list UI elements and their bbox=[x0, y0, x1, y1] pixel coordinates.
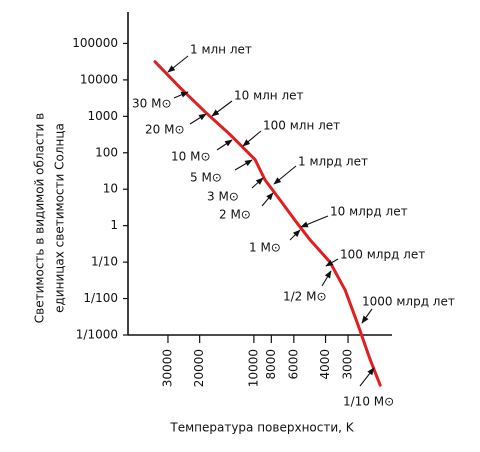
annotation: 20 M⊙ bbox=[145, 123, 185, 137]
y-tick-label: 100 bbox=[95, 145, 118, 159]
y-tick-label: 1/1000 bbox=[76, 328, 118, 342]
x-tick-label: 10000 bbox=[246, 349, 260, 387]
x-tick-label: 6000 bbox=[286, 349, 300, 380]
annotation: 10 M⊙ bbox=[171, 150, 211, 164]
annotation-arrow bbox=[289, 229, 301, 241]
annotation: 5 M⊙ bbox=[190, 171, 222, 185]
y-tick-label: 1/10 bbox=[91, 255, 118, 269]
annotation-arrow bbox=[216, 139, 233, 151]
x-tick-label: 4000 bbox=[318, 349, 332, 380]
annotation-arrow bbox=[167, 55, 189, 73]
annotation: 1000 млрд лет bbox=[362, 295, 455, 309]
annotation-arrow bbox=[189, 113, 207, 125]
annotation-arrow bbox=[234, 159, 253, 171]
annotation-arrow bbox=[173, 91, 189, 99]
y-tick-label: 10 bbox=[103, 182, 118, 196]
y-tick-label: 1 bbox=[110, 218, 118, 232]
annotation-arrow bbox=[273, 165, 297, 185]
y-axis-label: Светимость в видимой области в bbox=[33, 113, 47, 323]
annotation: 30 M⊙ bbox=[132, 97, 172, 111]
x-axis-label: Температура поверхности, K bbox=[169, 421, 354, 435]
x-tick-label: 3000 bbox=[341, 349, 355, 380]
annotation: 1 M⊙ bbox=[249, 241, 281, 255]
annotation-arrow bbox=[251, 177, 264, 189]
y-tick-label: 100000 bbox=[72, 36, 118, 50]
annotation: 10 млн лет bbox=[234, 89, 304, 103]
annotation: 1/10 M⊙ bbox=[343, 395, 394, 409]
annotation-arrow bbox=[361, 308, 373, 324]
annotation: 1 млрд лет bbox=[298, 155, 368, 169]
annotation: 1/2 M⊙ bbox=[283, 290, 327, 304]
annotation-arrow bbox=[300, 215, 329, 228]
x-tick-label: 20000 bbox=[192, 349, 206, 387]
annotation-arrow bbox=[359, 367, 375, 387]
annotation-arrow bbox=[325, 258, 339, 267]
annotation-arrow bbox=[211, 100, 233, 117]
annotation: 1 млн лет bbox=[190, 43, 252, 57]
x-tick-label: 30000 bbox=[160, 349, 174, 387]
annotation: 3 M⊙ bbox=[207, 190, 239, 204]
y-axis-label: единицах светимости Солнца bbox=[53, 123, 67, 313]
data-line bbox=[153, 60, 382, 387]
annotation: 10 млрд лет bbox=[330, 205, 408, 219]
x-tick-label: 8000 bbox=[264, 349, 278, 380]
annotation: 2 M⊙ bbox=[219, 208, 251, 222]
y-tick-label: 1000 bbox=[87, 109, 118, 123]
annotation: 100 млн лет bbox=[263, 119, 340, 133]
annotation: 100 млрд лет bbox=[340, 248, 425, 262]
y-tick-label: 1/100 bbox=[83, 291, 118, 305]
annotation-arrow bbox=[321, 270, 332, 287]
annotation-arrow bbox=[261, 192, 274, 207]
annotation-arrow bbox=[242, 130, 262, 147]
y-tick-label: 10000 bbox=[80, 72, 118, 86]
